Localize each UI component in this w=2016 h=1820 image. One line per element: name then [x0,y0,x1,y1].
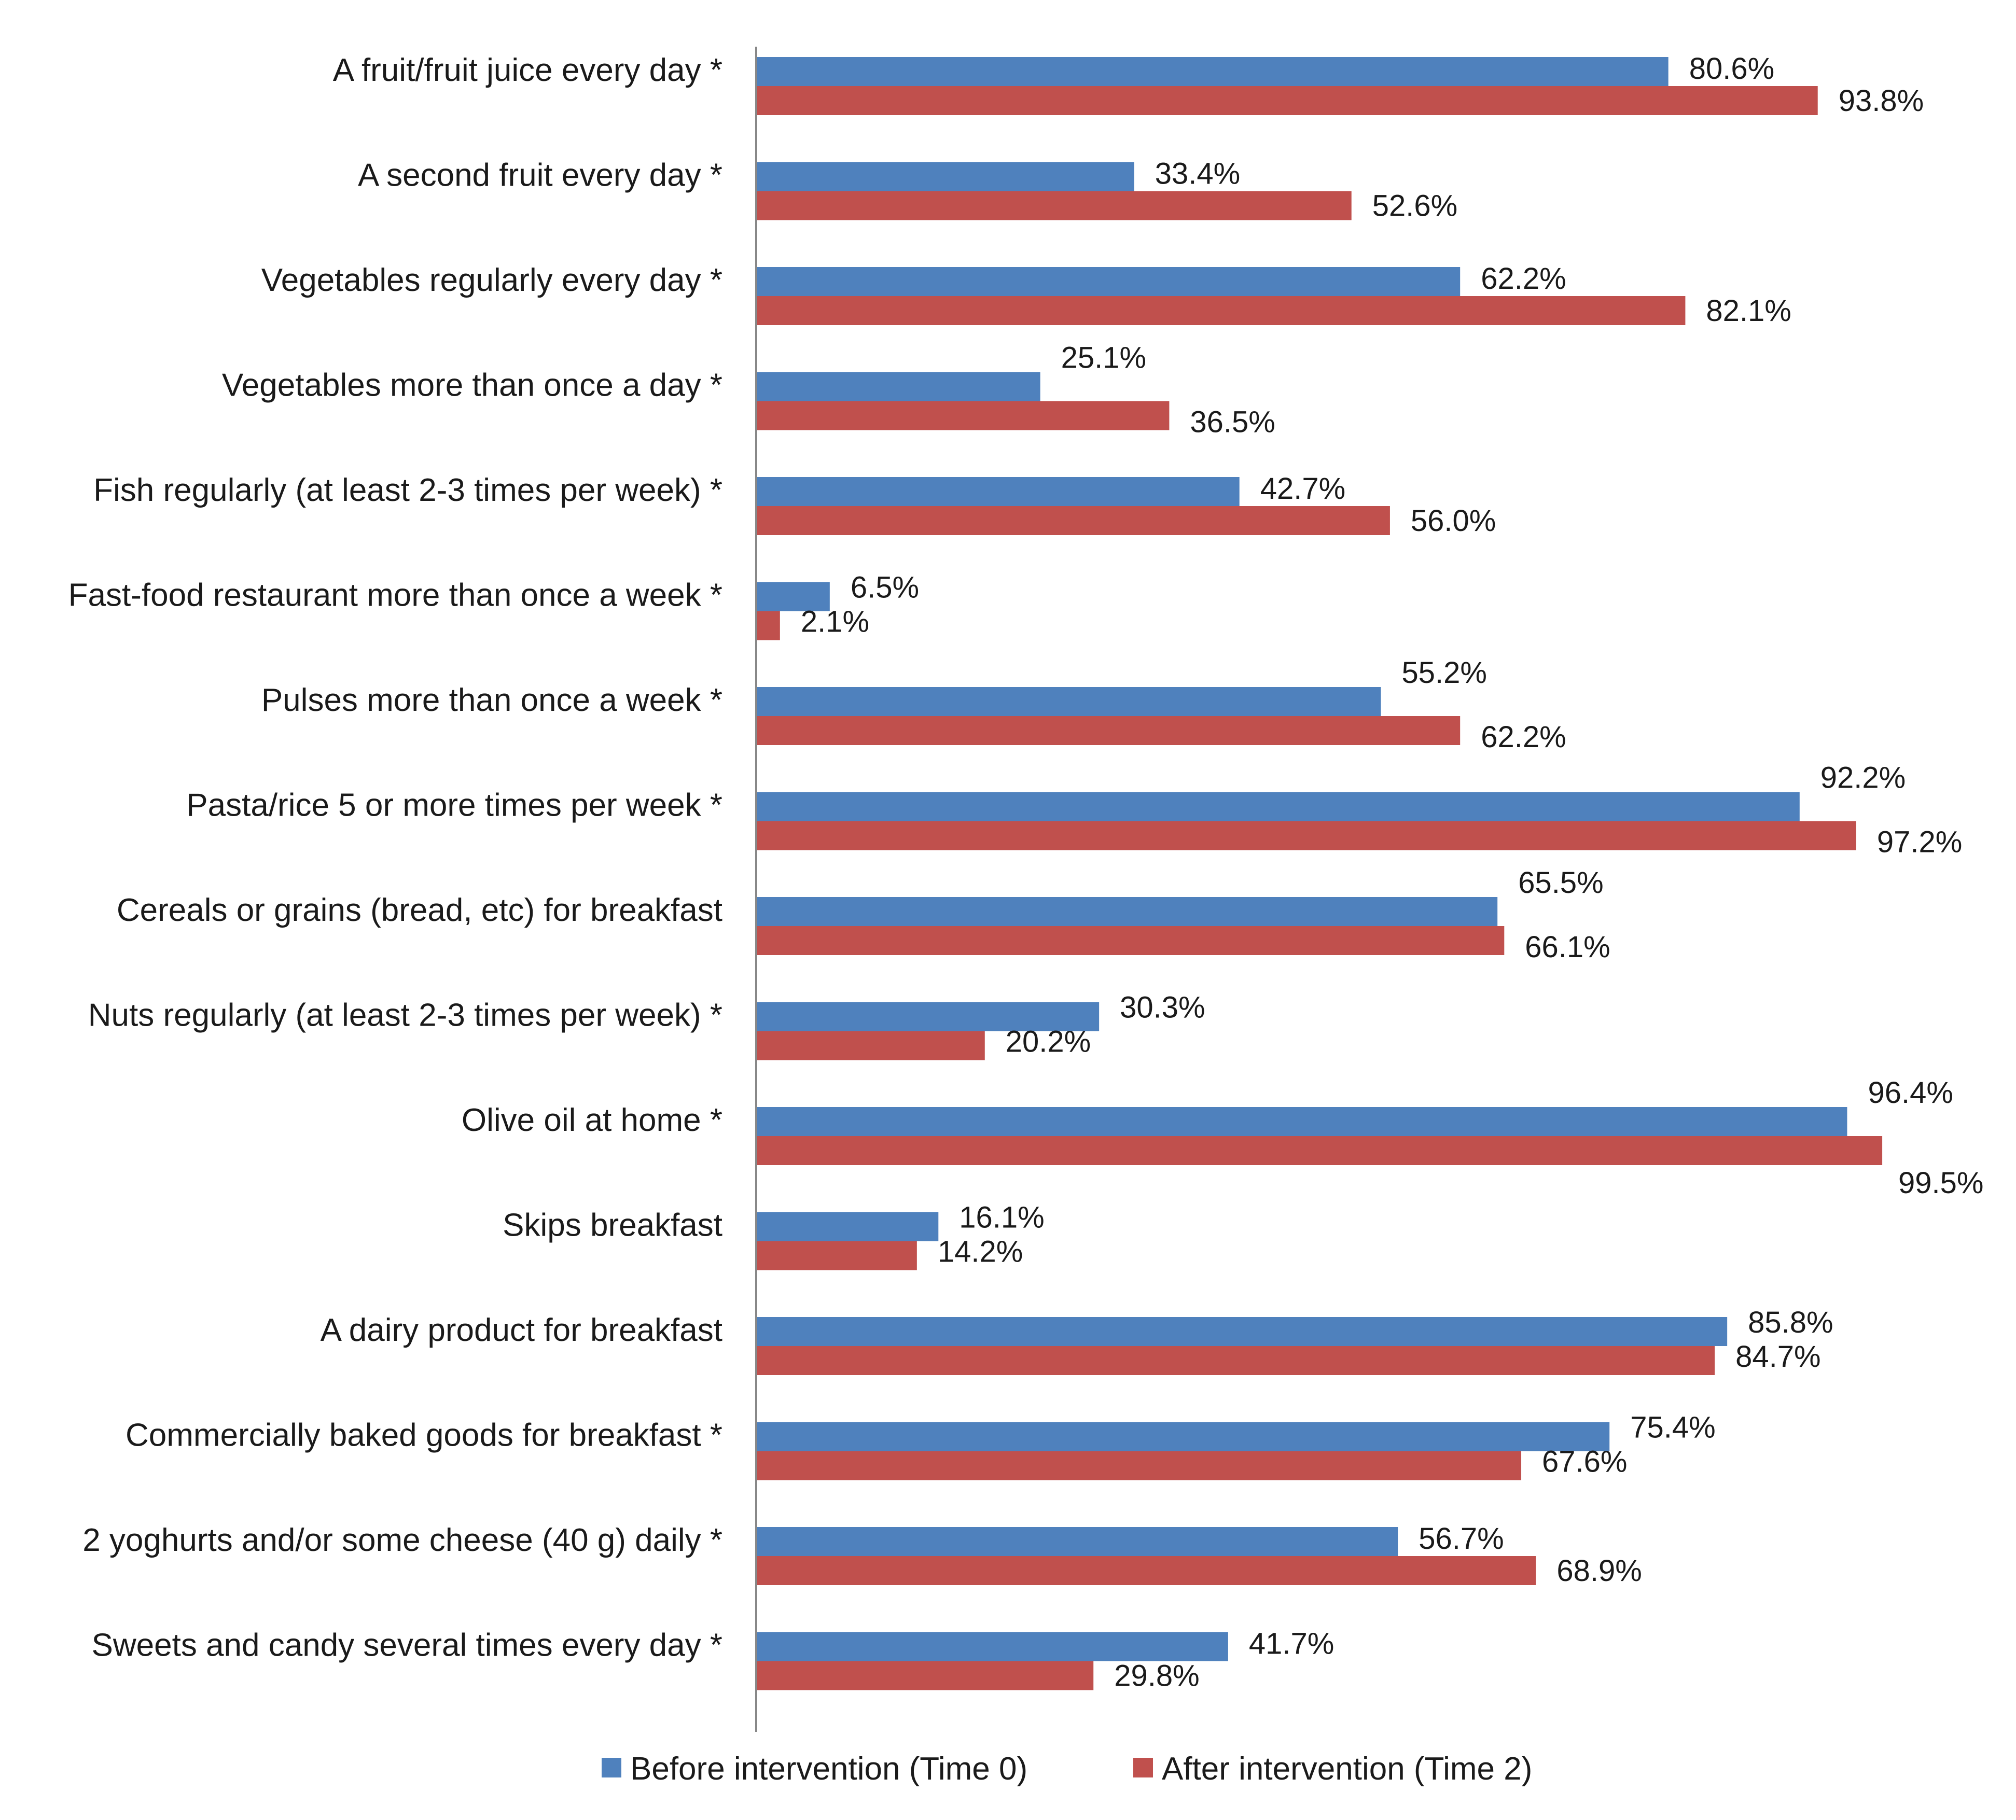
bar-after [756,296,1686,325]
value-label-before: 92.2% [1820,761,1906,795]
value-label-before: 25.1% [1061,341,1146,375]
value-label-after: 56.0% [1411,504,1496,538]
value-label-after: 2.1% [801,605,869,639]
bar-before [756,477,1240,506]
bar-before [756,1107,1847,1136]
bar-after [756,1661,1094,1690]
legend: Before intervention (Time 0) After interv… [602,1751,1532,1787]
bar-after [756,716,1461,745]
value-label-before: 42.7% [1260,472,1345,506]
category-label: Pasta/rice 5 or more times per week * [186,788,722,823]
value-label-before: 30.3% [1120,991,1205,1025]
value-label-after: 82.1% [1706,294,1791,328]
category-label: Fish regularly (at least 2-3 times per w… [93,472,722,508]
value-label-after: 68.9% [1556,1554,1642,1588]
value-label-after: 66.1% [1525,930,1610,964]
bar-before [756,582,830,611]
value-label-before: 75.4% [1630,1411,1715,1445]
category-label: A fruit/fruit juice every day * [333,52,722,88]
value-label-after: 84.7% [1735,1340,1820,1374]
bar-before [756,372,1040,401]
value-label-before: 80.6% [1689,52,1774,86]
bar-after [756,1241,917,1270]
value-label-after: 93.8% [1839,84,1924,118]
category-label: Sweets and candy several times every day… [92,1628,722,1663]
value-labels: 80.6% 93.8% 33.4% 52.6% 62.2% 82.1% 25.1% 36.5%… [801,52,1984,1693]
category-labels: A fruit/fruit juice every day * A second … [68,52,722,1663]
legend-item-after: After intervention (Time 2) [1133,1751,1532,1787]
bar-after [756,926,1505,955]
bar-before [756,1422,1610,1451]
value-label-before: 6.5% [851,571,919,605]
value-label-after: 14.2% [938,1235,1023,1269]
value-label-after: 97.2% [1877,825,1962,859]
value-label-before: 55.2% [1401,656,1486,690]
value-label-before: 16.1% [959,1201,1044,1235]
bar-after [756,1556,1536,1585]
category-label: Nuts regularly (at least 2-3 times per w… [88,998,722,1033]
bar-before [756,57,1669,86]
category-label: Vegetables regularly every day * [261,262,722,298]
value-label-after: 36.5% [1190,405,1275,439]
bar-after [756,1451,1522,1480]
bar-after [756,1031,985,1060]
value-label-after: 62.2% [1481,720,1566,754]
bar-before [756,1212,939,1241]
bar-after [756,506,1390,535]
category-label: Skips breakfast [503,1208,722,1243]
bar-before [756,1317,1728,1346]
category-label: 2 yoghurts and/or some cheese (40 g) dai… [82,1522,722,1558]
category-label: Vegetables more than once a day * [222,368,722,403]
legend-label: After intervention (Time 2) [1162,1751,1532,1787]
bar-after [756,1136,1883,1165]
value-label-after: 67.6% [1542,1445,1627,1479]
value-label-before: 33.4% [1155,157,1240,191]
bar-after [756,191,1352,220]
legend-swatch [602,1758,621,1777]
category-label: Pulses more than once a week * [261,682,722,718]
value-label-before: 96.4% [1868,1076,1953,1110]
bar-before [756,1527,1398,1556]
bar-before [756,897,1498,926]
bar-before [756,792,1800,821]
legend-swatch [1133,1758,1153,1777]
value-label-after: 99.5% [1898,1166,1983,1200]
legend-item-before: Before intervention (Time 0) [602,1751,1027,1787]
value-label-after: 52.6% [1372,189,1457,223]
bar-after [756,401,1170,430]
value-label-before: 41.7% [1249,1627,1334,1661]
value-label-before: 65.5% [1518,866,1603,900]
bar-before [756,267,1461,296]
category-label: A dairy product for breakfast [321,1312,722,1348]
bar-before [756,1002,1100,1031]
bar-before [756,162,1134,191]
bar-after [756,1346,1715,1375]
value-label-before: 62.2% [1481,262,1566,296]
legend-label: Before intervention (Time 0) [630,1751,1027,1787]
bars [756,57,1883,1690]
value-label-before: 56.7% [1419,1522,1504,1556]
category-label: Fast-food restaurant more than once a we… [68,578,722,613]
bar-after [756,611,780,640]
category-label: Cereals or grains (bread, etc) for break… [117,892,722,928]
bar-before [756,1632,1228,1661]
bar-before [756,687,1381,716]
category-label: Commercially baked goods for breakfast * [126,1418,722,1453]
value-label-after: 29.8% [1114,1659,1199,1693]
bar-after [756,821,1856,850]
category-label: Olive oil at home * [462,1102,722,1138]
category-label: A second fruit every day * [358,158,722,193]
value-label-after: 20.2% [1006,1025,1091,1059]
value-label-before: 85.8% [1748,1306,1833,1339]
bar-after [756,86,1818,115]
